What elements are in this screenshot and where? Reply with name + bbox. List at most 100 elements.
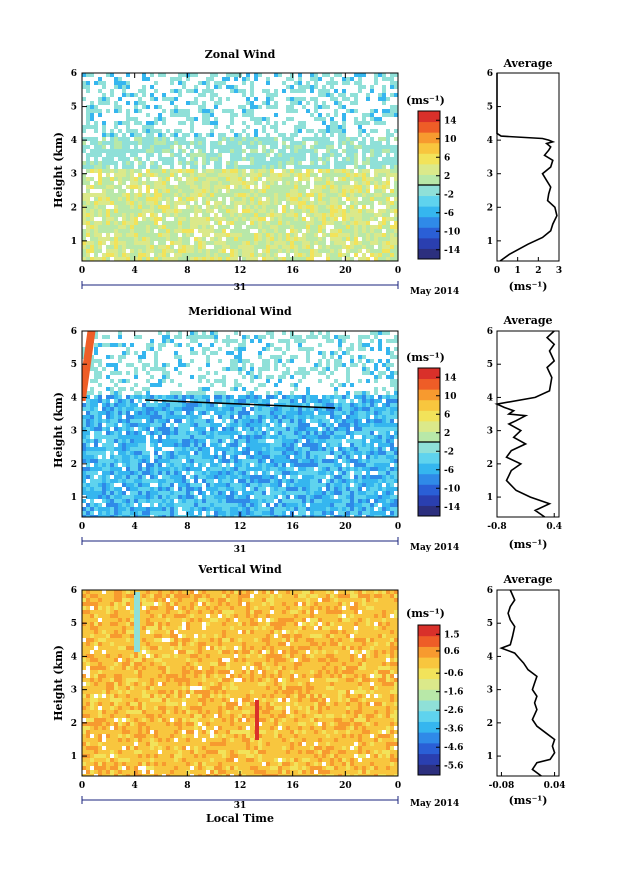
heatmap-cell	[122, 387, 126, 391]
heatmap-cell	[118, 129, 122, 133]
heatmap-cell	[222, 447, 226, 451]
heatmap-cell	[214, 245, 218, 249]
heatmap-cell	[142, 511, 146, 515]
heatmap-cell	[294, 97, 298, 101]
heatmap-cell	[178, 419, 182, 423]
heatmap-cell	[130, 439, 134, 443]
heatmap-cell	[210, 419, 214, 423]
heatmap-cell	[130, 483, 134, 487]
heatmap-cell	[254, 181, 258, 185]
heatmap-cell	[302, 403, 306, 407]
heatmap-cell	[334, 225, 338, 229]
heatmap-cell	[258, 439, 262, 443]
heatmap-cell	[282, 185, 286, 189]
heatmap-cell	[310, 491, 314, 495]
heatmap-cell	[86, 431, 90, 435]
heatmap-cell	[238, 399, 242, 403]
heatmap-cell	[134, 221, 138, 225]
heatmap-cell	[182, 455, 186, 459]
heatmap-cell	[322, 507, 326, 511]
heatmap-cell	[110, 193, 114, 197]
heatmap-cell	[342, 185, 346, 189]
heatmap-cell	[154, 359, 158, 363]
heatmap-cell	[214, 431, 218, 435]
heatmap-cell	[346, 193, 350, 197]
colorbar-swatch	[418, 121, 440, 133]
heatmap-cell	[114, 193, 118, 197]
heatmap-cell	[314, 483, 318, 487]
heatmap-cell	[222, 515, 226, 517]
heatmap-cell	[178, 475, 182, 479]
heatmap-cell	[82, 81, 86, 85]
heatmap-cell	[178, 245, 182, 249]
heatmap-cell	[286, 153, 290, 157]
heatmap-cell	[358, 169, 362, 173]
heatmap-cell	[306, 237, 310, 241]
heatmap-cell	[226, 233, 230, 237]
heatmap-cell	[222, 339, 226, 343]
heatmap-cell	[122, 443, 126, 447]
heatmap-cell	[306, 499, 310, 503]
heatmap-cell	[122, 121, 126, 125]
heatmap-cell	[298, 149, 302, 153]
heatmap-cell	[130, 237, 134, 241]
heatmap-cell	[274, 241, 278, 245]
heatmap-cell	[354, 241, 358, 245]
heatmap-cell	[170, 479, 174, 483]
heatmap-cell	[162, 177, 166, 181]
heatmap-cell	[182, 515, 186, 517]
heatmap-cell	[318, 137, 322, 141]
heatmap-cell	[338, 339, 342, 343]
heatmap-cell	[198, 189, 202, 193]
heatmap-cell	[314, 85, 318, 89]
heatmap-cell	[226, 343, 230, 347]
heatmap-cell	[378, 253, 382, 257]
heatmap-cell	[290, 85, 294, 89]
heatmap-cell	[94, 149, 98, 153]
heatmap-cell	[150, 411, 154, 415]
heatmap-cell	[202, 435, 206, 439]
heatmap-cell	[150, 97, 154, 101]
heatmap-cell	[150, 85, 154, 89]
heatmap-cell	[334, 487, 338, 491]
heatmap-cell	[274, 495, 278, 499]
heatmap-cell	[214, 145, 218, 149]
heatmap-cell	[326, 161, 330, 165]
heatmap-cell	[334, 153, 338, 157]
heatmap-cell	[174, 153, 178, 157]
heatmap-cell	[126, 511, 130, 515]
heatmap-cell	[202, 229, 206, 233]
heatmap-cell	[246, 499, 250, 503]
heatmap-cell	[86, 145, 90, 149]
heatmap-cell	[166, 229, 170, 233]
heatmap-cell	[238, 347, 242, 351]
heatmap-cell	[226, 443, 230, 447]
heatmap-cell	[354, 209, 358, 213]
heatmap-cell	[194, 471, 198, 475]
heatmap-cell	[294, 387, 298, 391]
heatmap-cell	[282, 137, 286, 141]
heatmap-cell	[94, 503, 98, 507]
heatmap-cell	[106, 149, 110, 153]
heatmap-cell	[134, 137, 138, 141]
heatmap-cell	[342, 169, 346, 173]
heatmap-cell	[242, 403, 246, 407]
heatmap-cell	[174, 89, 178, 93]
heatmap-cell	[234, 463, 238, 467]
heatmap-cell	[90, 427, 94, 431]
heatmap-cell	[322, 121, 326, 125]
heatmap-cell	[150, 129, 154, 133]
heatmap-cell	[314, 133, 318, 137]
heatmap-cell	[110, 137, 114, 141]
heatmap-cell	[302, 185, 306, 189]
heatmap-cell	[110, 439, 114, 443]
heatmap-cell	[118, 479, 122, 483]
heatmap-cell	[222, 185, 226, 189]
heatmap-cell	[274, 229, 278, 233]
heatmap-cell	[350, 257, 354, 261]
heatmap-cell	[342, 93, 346, 97]
heatmap-cell	[198, 503, 202, 507]
heatmap-cell	[162, 443, 166, 447]
heatmap-cell	[146, 427, 150, 431]
heatmap-cell	[270, 419, 274, 423]
